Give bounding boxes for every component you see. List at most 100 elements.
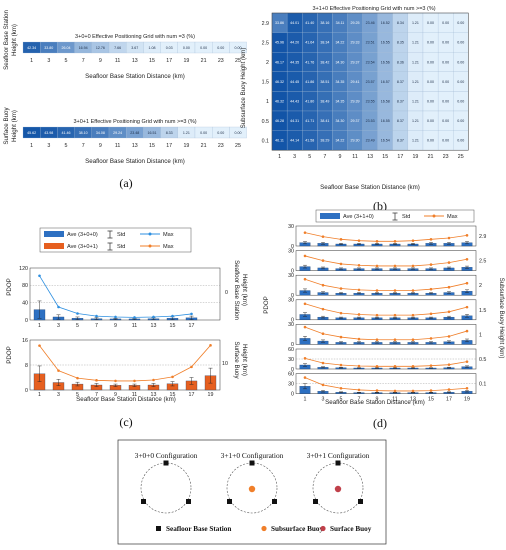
chart-d-sub-5-max-marker-3 <box>357 364 361 368</box>
panel-c-right-bottom-label-2: Height (km) <box>241 344 248 376</box>
legend-ave-301-swatch <box>44 243 64 249</box>
heatmap-b-row-5-value-9: 1.21 <box>412 119 419 123</box>
chart-d-sub-0-max-marker-3 <box>357 239 361 242</box>
chart-d-sub-4-max-marker-4 <box>375 338 379 342</box>
chart-d-sub-0-max-marker-9 <box>465 234 469 237</box>
chart-d-sub-6-ytick-2: 60 <box>288 371 294 377</box>
chart-c-top-errorbar-3 <box>94 317 99 320</box>
heatmap-a-bottom-cell-12 <box>229 126 247 139</box>
heatmap-a-bottom-xtick-6: 13 <box>132 143 138 149</box>
heatmap-b-row-4-value-0: 46.32 <box>275 100 284 104</box>
heatmap-a-bottom-value-11: 0.00 <box>217 131 224 135</box>
heatmap-a-top-xticks: 1 3 5 7 9 11 13 15 17 19 21 23 25 <box>30 58 241 64</box>
chart-c-bottom-errorbar-1 <box>56 379 61 386</box>
heatmap-a-top-xtick-4: 9 <box>99 58 102 64</box>
heatmap-b-row-5-value-7: 16.55 <box>381 119 390 123</box>
heatmap-b-row-3-value-3: 38.51 <box>320 80 329 84</box>
chart-d-sub-2-right-tick: 2 <box>479 283 482 289</box>
chart-c-bottom-xtick-0: 1 <box>38 392 41 398</box>
heatmap-b-row-3-value-8: 8.37 <box>397 80 404 84</box>
chart-d-sub-5-max-marker-0 <box>303 357 307 360</box>
chart-d-sub-2-errorbar-3 <box>357 292 361 295</box>
chart-d-sub-4-max-marker-5 <box>393 338 397 342</box>
panel-d-legend-std-label: Std <box>402 214 410 220</box>
heatmap-a-bottom-value-5: 29.24 <box>113 131 122 135</box>
chart-d-sub-6-max-marker-3 <box>357 388 361 392</box>
heatmap-b-xtick-4: 9 <box>338 154 341 160</box>
heatmap-b-frame <box>271 12 469 151</box>
chart-c-top-xtick-3: 7 <box>95 323 98 329</box>
heatmap-b-row-6-value-12: 0.00 <box>457 139 464 143</box>
chart-d: 0302.90302.503020301.50301030600.5030601… <box>288 224 486 403</box>
heatmap-b-row-0-value-11: 0.00 <box>442 21 449 25</box>
config-310-station-left <box>227 499 232 504</box>
heatmap-b-row-6-value-9: 1.21 <box>412 139 419 143</box>
panel-c-xlabel: Seafloor Base Station Distance (km) <box>76 396 176 403</box>
chart-d-sub-2-max-marker-1 <box>321 283 325 287</box>
chart-c-top-max-marker-8 <box>190 312 193 316</box>
chart-d-sub-4-errorbar-3 <box>357 341 361 344</box>
config-310-title: 3+1+0 Configuration <box>221 451 284 460</box>
chart-d-sub-5-max-marker-6 <box>411 365 415 368</box>
chart-d-sub-5-errorbar-9 <box>465 365 469 368</box>
panel-d-right-ylabel: Subsurface Buoy Height (km) <box>498 278 505 359</box>
heatmap-a-top-xtick-11: 23 <box>218 58 224 64</box>
heatmap-a-top-value-11: 0.00 <box>217 46 224 50</box>
heatmap-a-bottom-xtick-0: 1 <box>30 143 33 149</box>
chart-c-bottom-max-marker-6 <box>152 378 155 382</box>
legend-max-label: Max <box>163 232 174 238</box>
heatmap-b-row-6-value-4: 34.22 <box>335 139 344 143</box>
legend-max-marker-orange <box>148 244 152 248</box>
chart-c-bottom-max-line <box>39 345 211 382</box>
heatmap-a-bottom-value-6: 23.48 <box>130 131 139 135</box>
heatmap-a-top-value-5: 7.66 <box>114 46 121 50</box>
heatmap-b-row-2-value-10: 0.00 <box>427 60 434 64</box>
chart-d-sub-4-max-marker-9 <box>465 329 469 333</box>
heatmap-a-top-xtick-8: 17 <box>166 58 172 64</box>
chart-d-sub-3-max-marker-8 <box>447 310 451 314</box>
chart-d-sub-2-max-marker-9 <box>465 281 469 285</box>
chart-c-top-xtick-7: 15 <box>170 323 176 329</box>
chart-d-sub-6-xtick-5: 11 <box>392 397 398 403</box>
heatmap-b-row-6-value-11: 0.00 <box>442 139 449 143</box>
chart-d-sub-1-errorbar-2 <box>339 267 343 270</box>
heatmap-b-row-2-value-11: 0.00 <box>442 60 449 64</box>
heatmap-b-row-4-value-7: 16.58 <box>381 100 390 104</box>
config-300-diagram <box>140 460 192 514</box>
heatmap-b-xtick-9: 19 <box>412 154 418 160</box>
config-301-diagram <box>312 460 364 514</box>
chart-d-sub-1-errorbar-0 <box>303 264 307 269</box>
heatmap-a-bottom-value-9: 1.21 <box>183 131 190 135</box>
chart-c-top-xtick-1: 3 <box>57 323 60 329</box>
panel-c-right-bottom-label-1: Surface Buoy <box>233 341 240 379</box>
heatmap-a-bottom-xtick-8: 17 <box>166 143 172 149</box>
chart-d-sub-5-errorbar-0 <box>303 363 307 367</box>
chart-d-sub-1-max-marker-6 <box>411 264 415 268</box>
chart-c-top-max-marker-1 <box>57 305 60 309</box>
chart-d-sub-1-right-tick: 2.5 <box>479 259 486 265</box>
heatmap-a-top-xtick-6: 13 <box>132 58 138 64</box>
heatmap-b-row-3-value-1: 44.45 <box>290 80 299 84</box>
chart-d-sub-3-max-marker-2 <box>339 311 343 315</box>
heatmap-b-xtick-3: 7 <box>323 154 326 160</box>
config-301-station-left <box>313 499 318 504</box>
legend-std-glyph <box>107 230 113 239</box>
heatmap-b-row-1-value-2: 41.64 <box>305 41 314 45</box>
chart-d-sub-2-max-marker-3 <box>357 288 361 292</box>
chart-c-top-max-marker-6 <box>152 315 155 319</box>
chart-c-top-xtick-4: 9 <box>114 323 117 329</box>
chart-d-sub-3-errorbar-8 <box>447 315 451 319</box>
heatmap-b-ytick-5: 0.5 <box>262 119 269 125</box>
chart-c-bottom-ytick-1: 8 <box>25 363 28 369</box>
chart-c-bottom-xtick-1: 3 <box>57 392 60 398</box>
heatmap-b-row-4-value-8: 8.37 <box>397 100 404 104</box>
heatmap-b-row-5-value-6: 23.53 <box>366 119 375 123</box>
chart-d-sub-0-max-marker-7 <box>429 238 433 241</box>
heatmap-b-row-2-value-0: 46.17 <box>275 60 284 64</box>
heatmap-b-row-5-value-5: 29.37 <box>351 119 360 123</box>
heatmap-b-row-2-value-2: 41.76 <box>305 60 314 64</box>
heatmap-b-row-3-value-7: 16.57 <box>381 80 390 84</box>
heatmap-b-ytick-0: 2.9 <box>262 21 269 27</box>
heatmap-a-top-xtick-9: 19 <box>183 58 189 64</box>
chart-d-sub-6-ytick-1: 30 <box>288 381 294 387</box>
